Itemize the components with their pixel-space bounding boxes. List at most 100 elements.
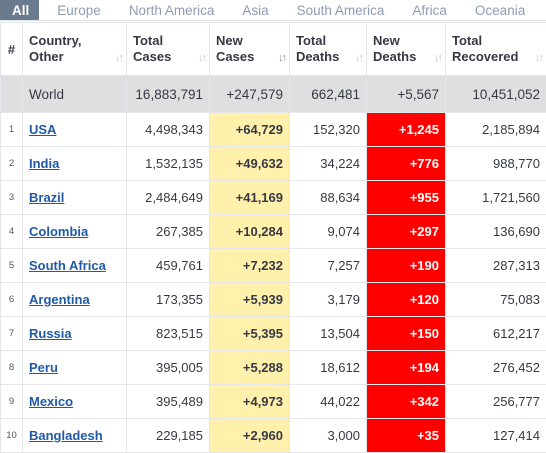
covid-stats-table: # Country, Other ↓↑ Total Cases ↓↑ New C… (0, 22, 546, 453)
world-rank-cell (1, 76, 23, 113)
rank-cell: 6 (1, 283, 23, 317)
total-cases-cell: 459,761 (127, 249, 210, 283)
sort-icon: ↓↑ (535, 52, 542, 64)
total-recovered-cell: 276,452 (446, 351, 546, 385)
total-deaths-cell: 13,504 (290, 317, 367, 351)
new-cases-cell: +2,960 (210, 419, 290, 453)
total-recovered-cell: 127,414 (446, 419, 546, 453)
rank-cell: 4 (1, 215, 23, 249)
new-cases-cell: +49,632 (210, 147, 290, 181)
header-country[interactable]: Country, Other ↓↑ (23, 23, 127, 76)
country-link[interactable]: Bangladesh (29, 428, 103, 443)
country-cell: India (23, 147, 127, 181)
tab-asia[interactable]: Asia (242, 0, 268, 20)
total-deaths-cell: 7,257 (290, 249, 367, 283)
total-recovered-cell: 287,313 (446, 249, 546, 283)
country-cell: USA (23, 113, 127, 147)
new-cases-cell: +5,288 (210, 351, 290, 385)
total-deaths-cell: 34,224 (290, 147, 367, 181)
country-link[interactable]: India (29, 156, 59, 171)
tab-north-america[interactable]: North America (129, 0, 215, 20)
country-link[interactable]: Argentina (29, 292, 90, 307)
world-total-recovered: 10,451,052 (446, 76, 546, 113)
total-deaths-cell: 3,000 (290, 419, 367, 453)
rank-cell: 1 (1, 113, 23, 147)
country-cell: Peru (23, 351, 127, 385)
country-cell: Bangladesh (23, 419, 127, 453)
rank-cell: 8 (1, 351, 23, 385)
rank-cell: 9 (1, 385, 23, 419)
total-recovered-cell: 1,721,560 (446, 181, 546, 215)
new-deaths-cell: +190 (367, 249, 446, 283)
total-deaths-cell: 3,179 (290, 283, 367, 317)
total-cases-cell: 4,498,343 (127, 113, 210, 147)
tab-south-america[interactable]: South America (297, 0, 385, 20)
world-total-deaths: 662,481 (290, 76, 367, 113)
header-total-deaths[interactable]: Total Deaths ↓↑ (290, 23, 367, 76)
country-cell: Colombia (23, 215, 127, 249)
tab-all[interactable]: All (0, 0, 39, 20)
total-cases-cell: 173,355 (127, 283, 210, 317)
header-total-recovered[interactable]: Total Recovered ↓↑ (446, 23, 546, 76)
rank-cell: 10 (1, 419, 23, 453)
header-total-cases-line1: Total (133, 33, 204, 49)
new-deaths-cell: +194 (367, 351, 446, 385)
country-cell: Mexico (23, 385, 127, 419)
country-link[interactable]: Mexico (29, 394, 73, 409)
total-deaths-cell: 18,612 (290, 351, 367, 385)
world-total-cases: 16,883,791 (127, 76, 210, 113)
country-link[interactable]: USA (29, 122, 56, 137)
new-deaths-cell: +120 (367, 283, 446, 317)
rank-cell: 2 (1, 147, 23, 181)
tab-europe[interactable]: Europe (57, 0, 101, 20)
total-cases-cell: 2,484,649 (127, 181, 210, 215)
total-deaths-cell: 44,022 (290, 385, 367, 419)
header-total-recovered-line2: Recovered (452, 49, 541, 65)
new-deaths-cell: +955 (367, 181, 446, 215)
new-cases-cell: +5,395 (210, 317, 290, 351)
header-total-deaths-line2: Deaths (296, 49, 361, 65)
new-deaths-cell: +35 (367, 419, 446, 453)
sort-icon: ↓↑ (434, 52, 441, 64)
header-new-deaths[interactable]: New Deaths ↓↑ (367, 23, 446, 76)
country-link[interactable]: Peru (29, 360, 58, 375)
tab-africa[interactable]: Africa (412, 0, 447, 20)
sort-icon: ↓↑ (198, 52, 205, 64)
header-new-cases[interactable]: New Cases ↓↑ (210, 23, 290, 76)
total-cases-cell: 267,385 (127, 215, 210, 249)
header-total-cases[interactable]: Total Cases ↓↑ (127, 23, 210, 76)
sort-icon: ↓↑ (115, 52, 122, 64)
rank-cell: 5 (1, 249, 23, 283)
total-deaths-cell: 152,320 (290, 113, 367, 147)
header-rank[interactable]: # (1, 23, 23, 76)
country-link[interactable]: Colombia (29, 224, 88, 239)
tab-oceania[interactable]: Oceania (475, 0, 525, 20)
total-recovered-cell: 256,777 (446, 385, 546, 419)
new-deaths-cell: +1,245 (367, 113, 446, 147)
new-deaths-cell: +776 (367, 147, 446, 181)
sort-icon: ↓↑ (355, 52, 362, 64)
new-cases-cell: +41,169 (210, 181, 290, 215)
world-total-row: World 16,883,791 +247,579 662,481 +5,567… (1, 76, 546, 113)
country-cell: Russia (23, 317, 127, 351)
total-cases-cell: 229,185 (127, 419, 210, 453)
country-link[interactable]: Brazil (29, 190, 64, 205)
total-cases-cell: 395,005 (127, 351, 210, 385)
header-country-line2: Other (29, 49, 121, 65)
sort-active-icon: ↓↑ (278, 52, 285, 64)
new-cases-cell: +7,232 (210, 249, 290, 283)
country-link[interactable]: South Africa (29, 258, 106, 273)
total-deaths-cell: 88,634 (290, 181, 367, 215)
country-cell: Argentina (23, 283, 127, 317)
continent-tabs: All Europe North America Asia South Amer… (0, 0, 546, 21)
total-deaths-cell: 9,074 (290, 215, 367, 249)
new-deaths-cell: +297 (367, 215, 446, 249)
country-link[interactable]: Russia (29, 326, 72, 341)
